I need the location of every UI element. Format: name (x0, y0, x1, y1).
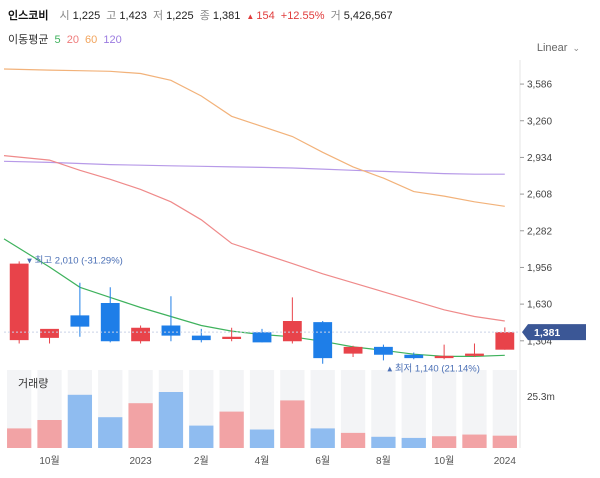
change-value: 154 (256, 10, 275, 22)
ma-120-label: 120 (103, 34, 122, 46)
candle-body (404, 354, 424, 359)
y-tick-label: 1,304 (527, 336, 552, 347)
open-value: 1,225 (72, 10, 101, 22)
low-annotation: ▴ 최저 1,140 (21.14%) (387, 363, 480, 374)
scale-selector[interactable]: Linear ⌄ (537, 42, 580, 54)
volume-label: 거 (330, 10, 341, 22)
volume-column-bg (371, 370, 396, 448)
candle-body (465, 353, 484, 356)
y-tick-label: 1,630 (527, 300, 552, 311)
volume-bar (219, 411, 244, 448)
ma120-line (3, 160, 505, 175)
candle-body (40, 328, 59, 338)
quote-header: 인스코비 시 1,225 고 1,423 저 1,225 종 1,381 ▲ 154 +1… (8, 7, 396, 23)
ma-legend-label: 이동평균 (8, 34, 49, 46)
volume-bar (431, 436, 457, 448)
low-label: 저 (152, 10, 164, 22)
ma20-line (3, 155, 505, 322)
volume-value: 5,426,567 (343, 10, 393, 22)
candle-body (191, 335, 211, 341)
high-value: 1,423 (119, 10, 147, 22)
close-label: 종 (199, 10, 210, 22)
volume-bar (280, 400, 305, 448)
candle-body (252, 332, 272, 343)
stock-name: 인스코비 (8, 10, 49, 22)
candle-body (374, 346, 393, 355)
open-label: 시 (59, 10, 70, 22)
x-tick-label: 6월 (315, 455, 330, 467)
y-tick-label: 2,608 (527, 190, 552, 201)
moving-average-legend[interactable]: 이동평균 5 20 60 120 (8, 31, 125, 47)
candle-body (495, 332, 515, 350)
x-tick-label: 8월 (376, 455, 391, 467)
scale-selector-value: Linear (536, 42, 568, 54)
candle-body (9, 263, 29, 341)
volume-max-label: 25.3m (527, 392, 555, 403)
x-tick-label: 10월 (39, 455, 59, 467)
volume-column-bg (492, 370, 517, 448)
close-value: 1,381 (212, 10, 241, 22)
change-percent: +12.55% (280, 10, 325, 22)
volume-panel-title: 거래량 (18, 378, 49, 390)
candle-body (434, 355, 454, 359)
candle-body (222, 336, 242, 339)
chevron-down-icon: ⌄ (572, 43, 580, 53)
volume-bar (462, 434, 487, 448)
volume-bar (340, 432, 366, 448)
y-tick-label: 3,260 (527, 116, 552, 127)
x-tick-label: 2024 (494, 456, 517, 467)
current-price-label: 1,381 (534, 327, 560, 339)
x-tick-label: 4월 (255, 455, 270, 467)
candle-body (313, 322, 333, 359)
volume-bar (371, 436, 396, 448)
volume-bar (401, 437, 426, 448)
candle-body (70, 315, 90, 327)
up-arrow-icon: ▲ (246, 12, 255, 21)
candle-body (282, 321, 302, 342)
candle-body (100, 303, 120, 342)
y-tick-label: 2,282 (527, 226, 552, 237)
candle-body (131, 327, 150, 342)
volume-bar (128, 403, 153, 448)
y-tick-label: 3,586 (527, 80, 552, 91)
volume-bar (98, 417, 123, 448)
volume-bar (67, 394, 93, 448)
candle-body (343, 346, 363, 354)
x-tick-label: 10월 (434, 455, 454, 467)
y-tick-label: 1,956 (527, 263, 552, 274)
volume-bar (158, 392, 184, 448)
y-tick-label: 2,934 (527, 153, 552, 164)
volume-bar (492, 435, 517, 448)
ma-60-label: 60 (85, 34, 98, 46)
high-annotation: ▾ 최고 2,010 (-31.29%) (27, 255, 123, 266)
volume-column-bg (431, 370, 457, 448)
volume-bar (189, 425, 214, 448)
volume-bar (249, 429, 275, 448)
ma60-line (3, 68, 505, 207)
volume-bar (37, 420, 62, 448)
current-price-badge (522, 324, 586, 341)
volume-bar (310, 428, 335, 448)
candle-body (161, 325, 181, 336)
ma-20-label: 20 (66, 34, 79, 46)
x-tick-label: 2월 (194, 455, 209, 467)
x-tick-label: 2023 (129, 456, 152, 467)
ma-5-label: 5 (54, 34, 61, 46)
volume-column-bg (401, 370, 426, 448)
volume-bar (7, 428, 32, 448)
low-value: 1,225 (166, 10, 194, 22)
high-label: 고 (106, 10, 117, 22)
